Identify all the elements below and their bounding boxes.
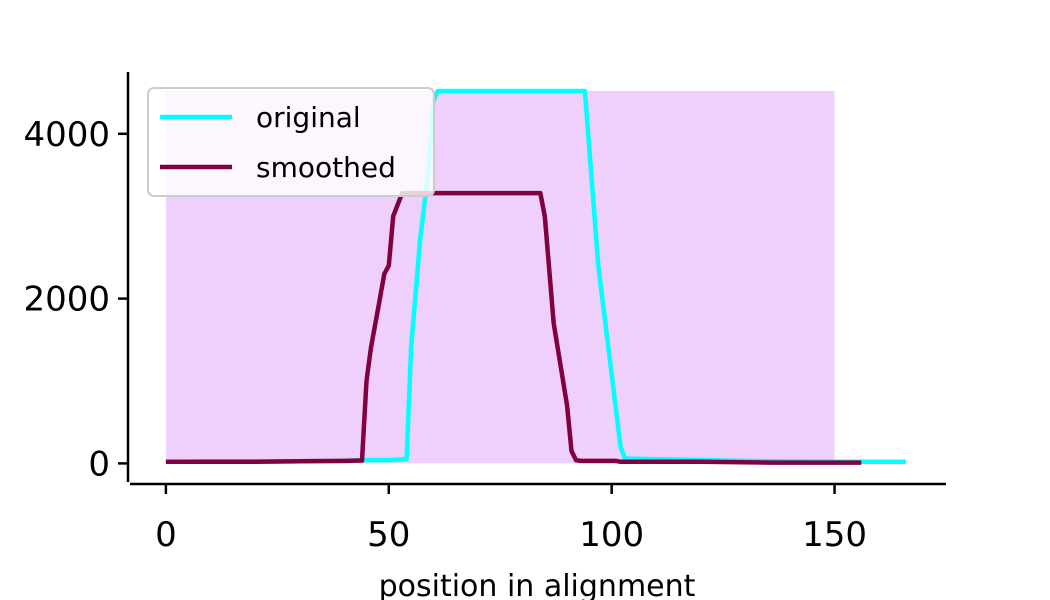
x-tick-label: 50 — [367, 515, 410, 555]
x-ticks: 0 50 100 150 — [155, 484, 867, 555]
x-tick-label: 150 — [802, 515, 867, 555]
y-tick-label: 2000 — [23, 280, 110, 320]
x-axis-title: position in alignment — [379, 569, 696, 600]
x-tick-label: 0 — [155, 515, 177, 555]
y-ticks: 0 2000 4000 — [23, 115, 128, 484]
series-line-original — [165, 88, 906, 465]
y-tick-label: 4000 — [23, 115, 110, 155]
series-line-smoothed — [165, 190, 862, 465]
series-layer — [165, 88, 906, 465]
legend: original smoothed — [147, 87, 435, 197]
x-tick-label: 100 — [579, 515, 644, 555]
legend-label-smoothed: smoothed — [256, 151, 396, 184]
legend-label-original: original — [256, 101, 361, 134]
y-tick-label: 0 — [88, 444, 110, 484]
